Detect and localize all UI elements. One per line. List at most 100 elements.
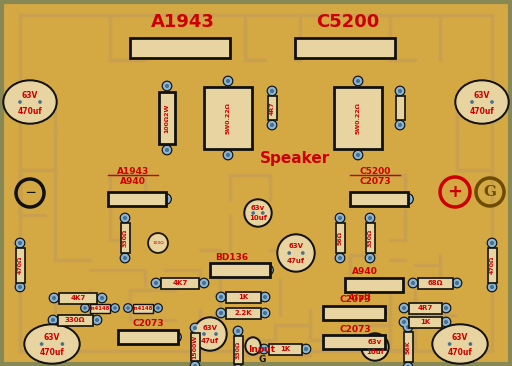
Circle shape bbox=[395, 120, 404, 130]
Circle shape bbox=[300, 250, 306, 256]
Circle shape bbox=[379, 311, 382, 314]
Circle shape bbox=[260, 210, 266, 216]
Circle shape bbox=[329, 309, 337, 317]
Circle shape bbox=[48, 315, 58, 325]
Circle shape bbox=[408, 278, 418, 288]
Text: 330Ω: 330Ω bbox=[65, 317, 86, 323]
Circle shape bbox=[50, 317, 56, 324]
Circle shape bbox=[153, 198, 156, 201]
Circle shape bbox=[376, 337, 386, 347]
FancyBboxPatch shape bbox=[118, 330, 178, 344]
FancyBboxPatch shape bbox=[161, 278, 199, 289]
Circle shape bbox=[410, 280, 416, 287]
Circle shape bbox=[388, 280, 398, 290]
Circle shape bbox=[367, 214, 373, 221]
Circle shape bbox=[341, 309, 349, 317]
Circle shape bbox=[154, 304, 162, 312]
Circle shape bbox=[114, 195, 122, 203]
Circle shape bbox=[412, 282, 414, 284]
Circle shape bbox=[18, 286, 22, 288]
Text: G: G bbox=[259, 355, 266, 363]
Circle shape bbox=[396, 87, 403, 94]
Circle shape bbox=[364, 337, 374, 347]
Text: 4R7: 4R7 bbox=[269, 101, 274, 115]
Circle shape bbox=[320, 43, 330, 53]
Circle shape bbox=[377, 309, 385, 317]
Circle shape bbox=[488, 239, 496, 246]
Ellipse shape bbox=[24, 324, 80, 364]
Circle shape bbox=[112, 305, 118, 311]
Circle shape bbox=[253, 265, 263, 275]
FancyBboxPatch shape bbox=[345, 278, 403, 292]
Circle shape bbox=[216, 44, 224, 52]
Circle shape bbox=[394, 198, 397, 201]
Circle shape bbox=[161, 194, 171, 204]
Circle shape bbox=[223, 150, 232, 160]
Circle shape bbox=[402, 321, 406, 323]
Text: 470uf: 470uf bbox=[17, 107, 42, 116]
Circle shape bbox=[267, 86, 276, 96]
Circle shape bbox=[267, 120, 276, 130]
Circle shape bbox=[201, 44, 209, 52]
Circle shape bbox=[354, 78, 361, 85]
Circle shape bbox=[376, 343, 384, 351]
Circle shape bbox=[262, 212, 264, 214]
Circle shape bbox=[344, 340, 347, 344]
Text: 330Ω: 330Ω bbox=[368, 229, 373, 247]
Circle shape bbox=[329, 338, 337, 346]
Circle shape bbox=[324, 46, 327, 49]
Text: 470uf: 470uf bbox=[470, 107, 495, 116]
Circle shape bbox=[129, 198, 132, 201]
Text: 47uf: 47uf bbox=[287, 258, 305, 264]
Circle shape bbox=[39, 101, 41, 103]
Circle shape bbox=[227, 80, 229, 82]
FancyBboxPatch shape bbox=[130, 38, 230, 58]
Circle shape bbox=[171, 44, 179, 52]
Circle shape bbox=[260, 308, 270, 318]
Circle shape bbox=[471, 101, 473, 103]
Circle shape bbox=[301, 344, 311, 354]
Circle shape bbox=[186, 44, 194, 52]
Circle shape bbox=[376, 308, 386, 318]
Text: 63v: 63v bbox=[251, 205, 265, 211]
Circle shape bbox=[441, 303, 451, 313]
Text: 63v: 63v bbox=[368, 339, 382, 345]
Circle shape bbox=[213, 331, 219, 337]
Circle shape bbox=[407, 198, 410, 201]
Circle shape bbox=[351, 44, 359, 52]
Circle shape bbox=[341, 338, 349, 346]
Text: A1943: A1943 bbox=[117, 168, 149, 176]
Circle shape bbox=[234, 328, 242, 335]
Circle shape bbox=[487, 238, 497, 248]
Circle shape bbox=[246, 201, 270, 225]
Circle shape bbox=[306, 44, 314, 52]
Circle shape bbox=[402, 307, 406, 309]
Circle shape bbox=[120, 213, 130, 223]
Circle shape bbox=[136, 333, 144, 341]
Circle shape bbox=[261, 346, 267, 352]
Circle shape bbox=[365, 213, 375, 223]
Circle shape bbox=[404, 324, 412, 330]
Circle shape bbox=[350, 43, 360, 53]
Circle shape bbox=[353, 281, 361, 289]
Text: C5200: C5200 bbox=[359, 168, 391, 176]
Text: 56Ω: 56Ω bbox=[337, 231, 343, 245]
Circle shape bbox=[171, 332, 181, 342]
Text: 10uf: 10uf bbox=[366, 350, 384, 355]
Circle shape bbox=[357, 80, 359, 82]
Circle shape bbox=[308, 46, 311, 49]
Circle shape bbox=[470, 343, 472, 345]
Text: 5W0.22Ω: 5W0.22Ω bbox=[355, 102, 360, 134]
Circle shape bbox=[328, 337, 338, 347]
Text: Input: Input bbox=[248, 346, 275, 355]
Circle shape bbox=[454, 280, 460, 287]
Circle shape bbox=[380, 195, 388, 203]
Text: 330Ω: 330Ω bbox=[236, 341, 241, 359]
FancyBboxPatch shape bbox=[191, 333, 200, 361]
FancyBboxPatch shape bbox=[121, 223, 130, 253]
Circle shape bbox=[252, 212, 254, 214]
Circle shape bbox=[490, 286, 494, 288]
FancyBboxPatch shape bbox=[295, 38, 395, 58]
Circle shape bbox=[263, 348, 265, 350]
Circle shape bbox=[111, 304, 119, 312]
